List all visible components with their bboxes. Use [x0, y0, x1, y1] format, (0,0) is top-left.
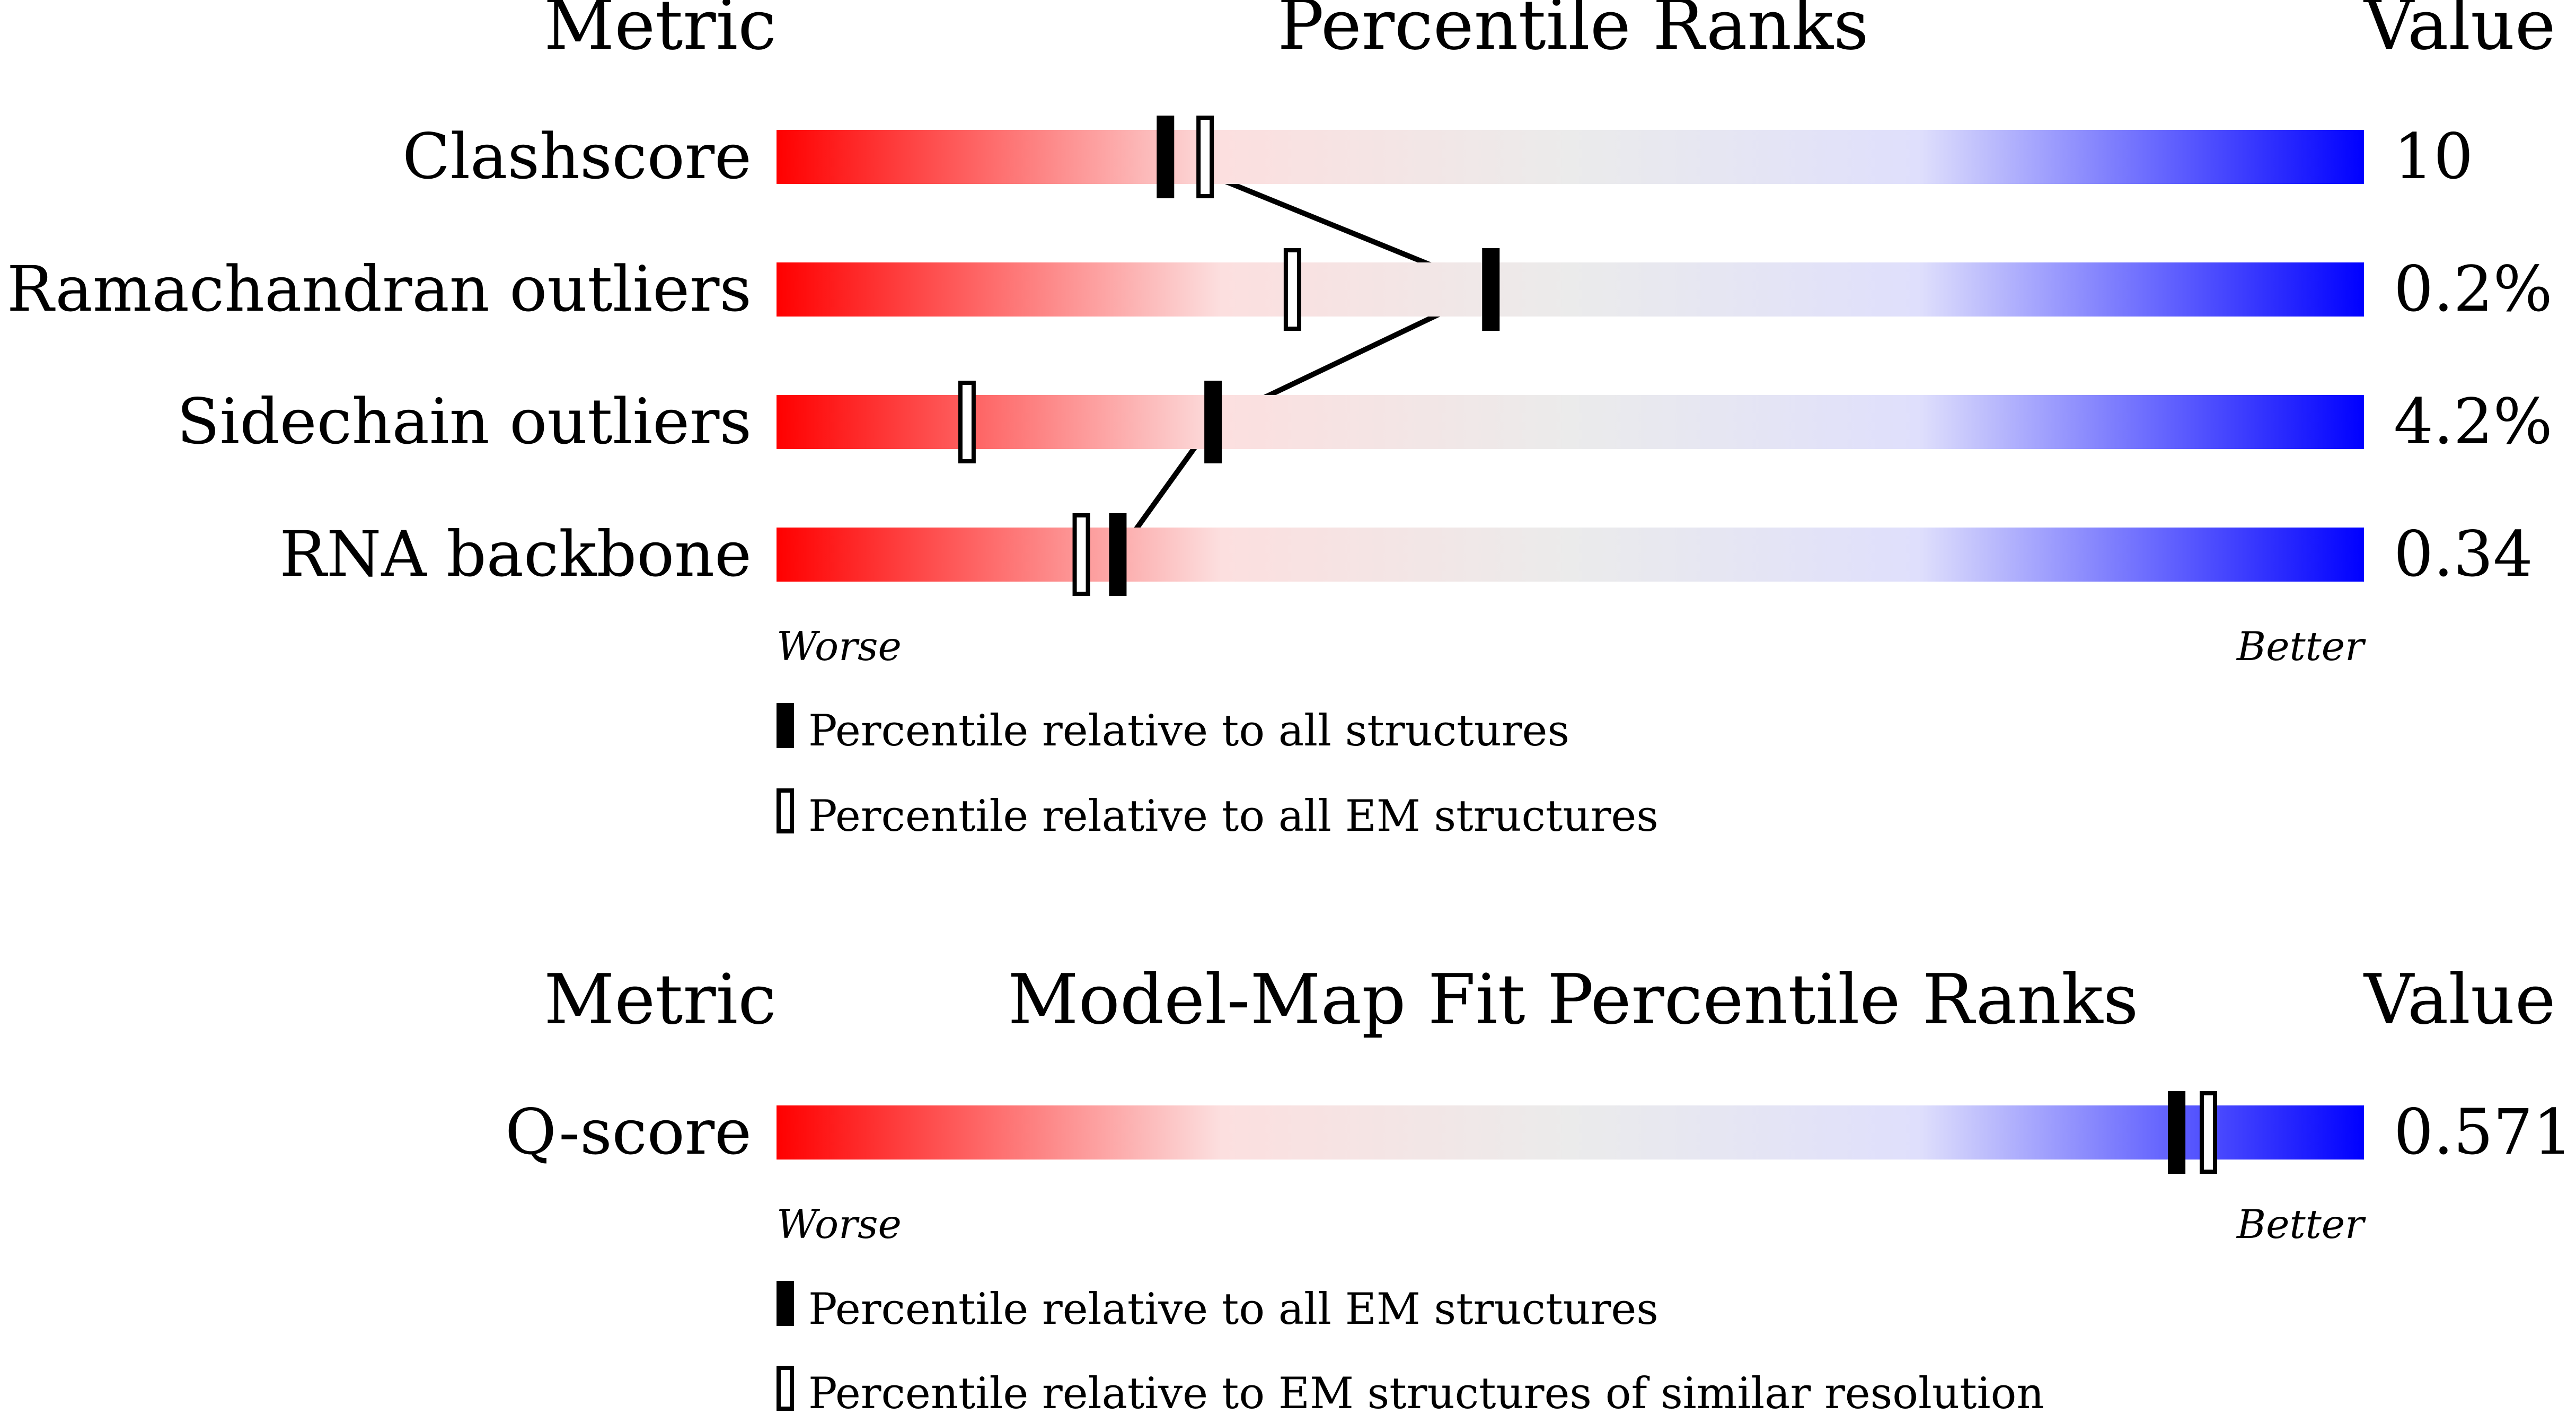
metric-value: 0.2%: [2394, 252, 2553, 326]
worse-label: Worse: [777, 623, 902, 670]
percentile-gradient-bar: [777, 130, 2364, 184]
legend-open-text: Percentile relative to EM structures of …: [808, 1369, 2044, 1411]
metric-value: 10: [2394, 120, 2473, 193]
better-label: Better: [2236, 1201, 2366, 1248]
metric-value: 0.34: [2394, 517, 2533, 591]
percentile-gradient-bar: [777, 528, 2364, 582]
metric-row: RNA backbone 0.34: [279, 513, 2533, 596]
chart-title: Percentile Ranks: [1277, 0, 1868, 65]
legend-filled-marker: [777, 1281, 794, 1326]
worse-label: Worse: [777, 1201, 902, 1248]
legend-open-marker: [777, 788, 794, 833]
legend-open-text: Percentile relative to all EM structures: [808, 792, 1658, 841]
metric-label: Clashscore: [402, 120, 752, 193]
percentile-marker-filled: [1109, 513, 1127, 596]
percentile-marker-open: [1283, 248, 1301, 331]
metric-row: Clashscore 10: [402, 116, 2473, 198]
percentile-marker-filled: [1482, 248, 1500, 331]
metric-label: Q-score: [505, 1095, 752, 1169]
percentile-marker-filled: [2168, 1091, 2186, 1174]
percentile-marker-open: [2199, 1091, 2217, 1174]
metric-value: 4.2%: [2394, 385, 2553, 458]
percentile-marker-open: [1072, 513, 1090, 596]
metric-label: Sidechain outliers: [177, 385, 752, 458]
chart-model-map-fit: Metric Model-Map Fit Percentile Ranks Va…: [505, 959, 2573, 1414]
metric-label: Ramachandran outliers: [7, 252, 752, 326]
legend-filled-marker: [777, 703, 794, 748]
percentile-gradient-bar: [777, 395, 2364, 449]
metric-row: Ramachandran outliers 0.2%: [7, 248, 2553, 331]
better-label: Better: [2236, 623, 2366, 670]
percentile-gradient-bar: [777, 262, 2364, 317]
metric-value: 0.571: [2394, 1095, 2573, 1169]
legend-filled-text: Percentile relative to all structures: [808, 706, 1569, 756]
metric-rows: Q-score 0.571: [505, 1091, 2573, 1174]
metric-label: RNA backbone: [279, 517, 752, 591]
percentile-marker-filled: [1157, 116, 1175, 198]
legend-filled-text: Percentile relative to all EM structures: [808, 1285, 1658, 1334]
value-header: Value: [2363, 959, 2556, 1040]
percentile-marker-open: [958, 381, 976, 463]
legend-open-marker: [777, 1366, 794, 1411]
percentile-marker-open: [1196, 116, 1214, 198]
metric-rows: Clashscore 10 Ramachandran outliers 0.2% Sid…: [7, 116, 2553, 596]
chart-percentile-ranks: Metric Percentile Ranks Value Clashscore…: [7, 0, 2556, 841]
metric-header: Metric: [544, 959, 777, 1040]
percentile-gradient-bar: [777, 1105, 2364, 1160]
metric-header: Metric: [544, 0, 777, 65]
metric-row: Q-score 0.571: [505, 1091, 2573, 1174]
percentile-connector-line: [1115, 154, 1498, 556]
chart-title: Model-Map Fit Percentile Ranks: [1008, 959, 2139, 1040]
value-header: Value: [2363, 0, 2556, 65]
percentile-marker-filled: [1204, 381, 1222, 463]
metric-row: Sidechain outliers 4.2%: [177, 381, 2553, 463]
